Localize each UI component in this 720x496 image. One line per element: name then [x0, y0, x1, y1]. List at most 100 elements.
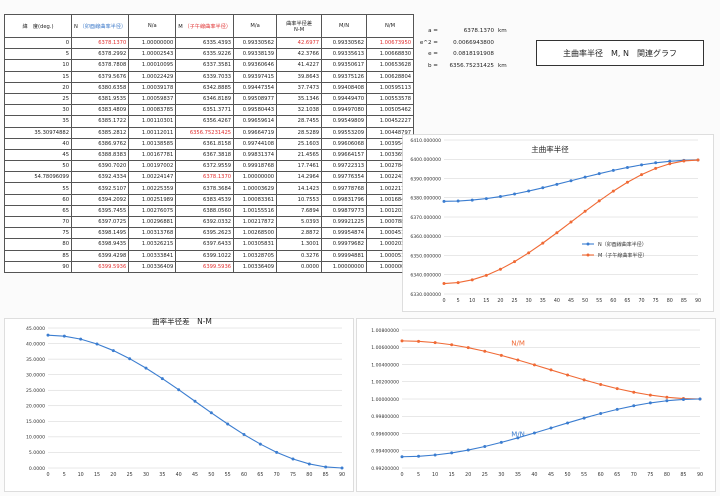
table-cell: 6342.8885	[175, 81, 235, 94]
table-cell: 1.00059837	[128, 92, 177, 106]
table-cell: 60	[4, 193, 72, 206]
table-cell: 0.99778768	[321, 182, 368, 195]
data-point	[209, 411, 213, 415]
x-tick-label: 80	[306, 472, 312, 478]
table-cell: 25	[4, 92, 72, 106]
table-cell: 1.00000000	[321, 260, 368, 273]
table-cell: 85	[4, 249, 72, 262]
header-n: N （卯酉線曲率半径）	[70, 14, 130, 38]
table-row: 50 6390.7020 1.00197002 6372.9559 0.99918768…	[4, 160, 415, 173]
table-cell: 10	[4, 59, 72, 72]
table-cell: 1.00167781	[128, 148, 177, 162]
x-tick-label: 70	[631, 472, 637, 478]
header-m-over-a: M/a	[233, 14, 278, 38]
data-point	[527, 189, 531, 193]
x-tick-label: 10	[469, 298, 475, 304]
data-point	[569, 220, 573, 224]
table-cell: 1.00197002	[128, 160, 177, 173]
table-row: 90 6399.5936 1.00336409 6399.5936 1.00336409…	[4, 260, 415, 273]
y-tick-label: 10.0000	[26, 435, 45, 441]
data-point	[583, 209, 587, 213]
table-cell: 1.00083785	[128, 104, 177, 117]
x-tick-label: 75	[290, 472, 296, 478]
y-tick-label: 6380.000000	[410, 196, 441, 202]
data-point	[611, 189, 615, 193]
data-point	[499, 353, 503, 357]
table-cell: 1.00333841	[128, 249, 177, 262]
table-cell: 0.99549809	[321, 115, 368, 128]
data-point	[128, 357, 132, 361]
table-cell: 1.00673950	[366, 36, 415, 50]
data-point	[640, 163, 644, 167]
chart-frame	[356, 318, 716, 492]
table-cell: 6399.4298	[70, 249, 130, 262]
data-point	[615, 387, 619, 391]
data-point	[665, 399, 669, 403]
y-tick-label: 6400.000000	[410, 157, 441, 163]
data-point	[566, 421, 570, 425]
table-cell: 6356.4267	[175, 115, 235, 128]
table-row: 65 6395.7455 1.00276075 6388.0560 1.00155516…	[4, 204, 415, 218]
x-tick-label: 90	[697, 472, 703, 478]
table-cell: 1.00155516	[233, 204, 278, 218]
legend-entry: M（子午線曲率半径）	[598, 252, 647, 259]
table-cell: 1.00305831	[233, 238, 278, 251]
header-diff-line1: 曲率半径差	[286, 20, 313, 27]
data-point	[668, 159, 672, 163]
table-cell: 6372.9559	[175, 160, 235, 173]
x-tick-label: 65	[257, 472, 263, 478]
header-n-symbol: N	[74, 23, 78, 30]
chart-title: 曲率半径差 N-M	[152, 318, 212, 326]
data-point	[648, 401, 652, 405]
table-cell: 1.00000000	[233, 171, 278, 184]
table-cell: 1.00395490	[366, 137, 415, 150]
data-point	[177, 388, 181, 392]
x-tick-label: 55	[596, 298, 602, 304]
legend-swatch-point	[586, 242, 590, 246]
table-row: 60 6394.2092 1.00251989 6383.4539 1.00083361…	[4, 193, 415, 206]
table-cell: 1.00336409	[128, 260, 177, 273]
table-cell: 40	[4, 137, 72, 150]
table-cell: 1.00224147	[128, 171, 177, 184]
x-tick-label: 45	[192, 472, 198, 478]
table-row: 35 6385.1722 1.00110301 6356.4267 0.99659614…	[4, 115, 415, 128]
data-point	[258, 442, 262, 446]
header-m-over-n: M/N	[321, 14, 368, 38]
table-cell: 39.8643	[276, 70, 323, 83]
x-tick-label: 50	[582, 298, 588, 304]
table-cell: 6397.0725	[70, 215, 130, 229]
table-cell: 6386.9762	[70, 137, 130, 150]
table-cell: 6378.2992	[70, 48, 130, 61]
table-cell: 28.7455	[276, 115, 323, 128]
table-cell: 1.00595113	[366, 81, 415, 94]
table-cell: 6385.2812	[70, 126, 130, 139]
y-tick-label: 6390.000000	[410, 176, 441, 182]
table-row: 35.30974882 6385.2812 1.00112011 6356.75231…	[4, 126, 415, 139]
table-cell: 6399.5936	[175, 260, 235, 273]
table-cell: 14.1423	[276, 182, 323, 195]
table-cell: 35.1346	[276, 92, 323, 106]
data-point	[654, 166, 658, 170]
data-point	[566, 373, 570, 377]
table-cell: 0.99664157	[321, 148, 368, 162]
table-row: 20 6380.6358 1.00039178 6342.8885 0.99447354…	[4, 81, 415, 94]
y-tick-label: 6350.000000	[410, 253, 441, 259]
table-cell: 0.99921225	[321, 215, 368, 229]
data-point	[682, 159, 686, 163]
table-row: 30 6383.4809 1.00083785 6351.3771 0.99580443…	[4, 104, 415, 117]
table-cell: 37.7473	[276, 81, 323, 94]
data-point	[549, 368, 553, 372]
data-point	[193, 399, 197, 403]
data-point	[615, 407, 619, 411]
header-diff-line2: N-M	[293, 26, 305, 33]
y-tick-label: 15.0000	[26, 419, 45, 425]
table-cell: 1.00168487	[366, 193, 415, 206]
table-cell: 6378.3684	[175, 182, 235, 195]
y-tick-label: 6410.000000	[410, 138, 441, 144]
y-tick-label: 6360.000000	[410, 234, 441, 240]
table-cell: 6361.8158	[175, 137, 235, 150]
table-cell: 0.99508977	[233, 92, 278, 106]
data-point	[442, 199, 446, 203]
table-cell: 14.2964	[276, 171, 323, 184]
constant-value: 0.0066943800	[453, 39, 494, 46]
